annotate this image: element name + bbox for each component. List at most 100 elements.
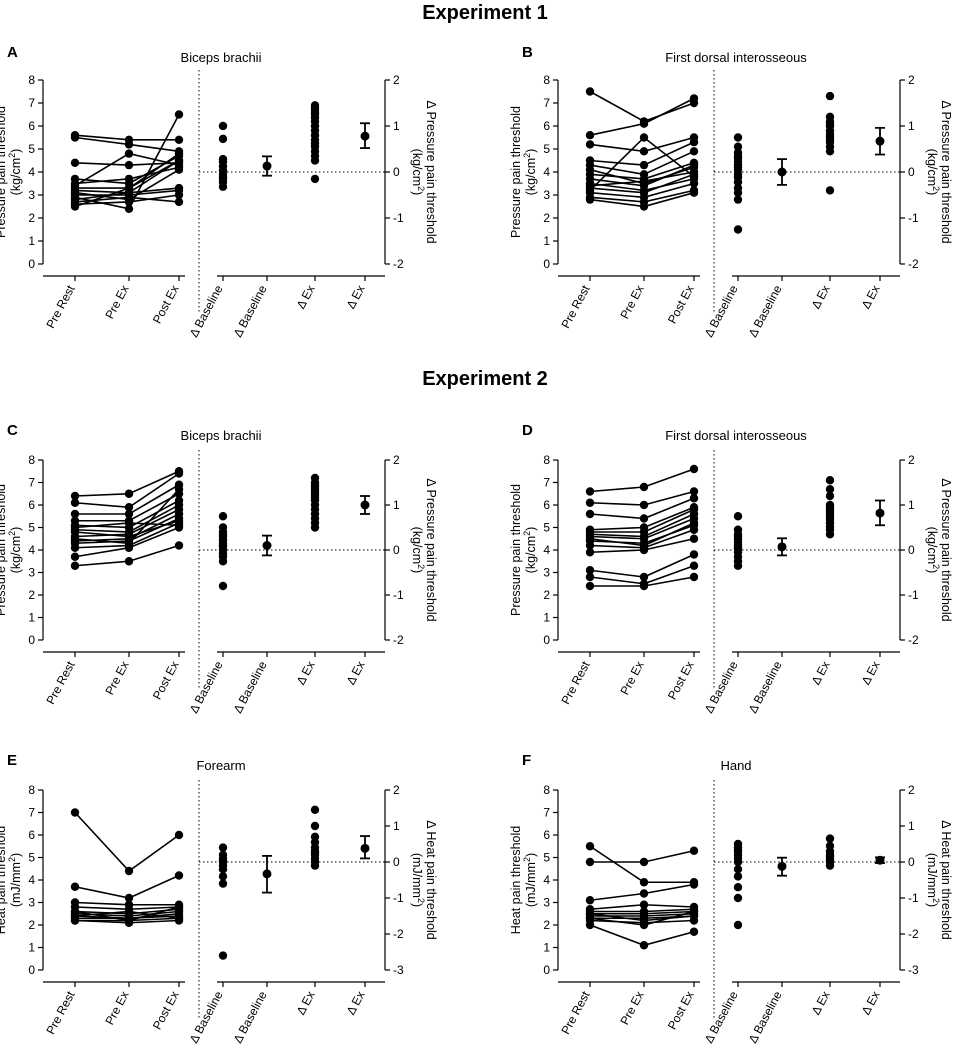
subject-point xyxy=(70,509,80,519)
subject-point xyxy=(585,498,595,507)
left-tick-label: 1 xyxy=(28,611,35,625)
left-tick-label: 8 xyxy=(28,73,35,87)
y-axis-title-right: Δ Pressure pain threshold xyxy=(939,100,953,243)
y-axis-title-left-unit: (mJ/mm2) xyxy=(7,853,23,907)
delta-ex-point xyxy=(310,156,320,165)
left-tick-label: 2 xyxy=(543,918,550,932)
delta-ex-mean-point xyxy=(360,131,370,141)
subject-point xyxy=(639,179,649,188)
right-tick-label: 0 xyxy=(393,165,400,179)
subject-point xyxy=(639,119,649,128)
left-tick-label: 1 xyxy=(28,941,35,955)
subject-point xyxy=(689,550,699,559)
delta-baseline-mean-point xyxy=(777,861,787,871)
subject-point xyxy=(585,548,595,557)
y-axis-title-right: Δ Pressure pain threshold xyxy=(424,100,438,243)
subject-point xyxy=(70,543,80,552)
right-tick-label: 2 xyxy=(393,453,400,467)
delta-ex-point xyxy=(825,147,835,156)
right-tick-label: 0 xyxy=(908,165,915,179)
y-axis-title-left: Heat pain threshold xyxy=(509,826,523,934)
x-tick-label: Post Ex xyxy=(150,283,182,326)
x-tick-label: Δ Baseline xyxy=(231,989,270,1046)
subject-point xyxy=(70,188,80,197)
delta-baseline-point xyxy=(733,142,743,151)
x-tick-label: Δ Baseline xyxy=(746,659,785,716)
subject-point xyxy=(70,133,80,142)
subject-point xyxy=(124,532,134,541)
subject-point xyxy=(639,541,649,550)
subject-point xyxy=(585,534,595,543)
x-tick-label: Pre Ex xyxy=(102,283,131,321)
left-tick-label: 8 xyxy=(28,453,35,467)
panel-title: Hand xyxy=(720,758,751,773)
x-tick-label: Δ Ex xyxy=(294,989,318,1017)
x-tick-label: Δ Ex xyxy=(344,989,368,1017)
left-tick-label: 7 xyxy=(543,96,550,110)
x-tick-label: Δ Baseline xyxy=(187,283,226,340)
delta-ex-point xyxy=(825,485,835,494)
delta-baseline-mean-point xyxy=(262,869,272,879)
subject-point xyxy=(639,482,649,492)
delta-baseline-point xyxy=(733,133,743,142)
left-tick-label: 6 xyxy=(28,498,35,512)
delta-baseline-point xyxy=(218,121,228,131)
subject-point xyxy=(124,893,134,903)
left-tick-label: 8 xyxy=(543,73,550,87)
left-tick-label: 1 xyxy=(543,234,550,248)
delta-baseline-point xyxy=(733,151,743,161)
delta-baseline-point xyxy=(218,879,228,888)
experiment-1-title: Experiment 1 xyxy=(422,2,548,24)
left-tick-label: 7 xyxy=(28,806,35,820)
left-tick-label: 3 xyxy=(28,566,35,580)
subject-point xyxy=(639,857,649,867)
subject-point xyxy=(174,485,184,494)
experiment-2-title: Experiment 2 xyxy=(422,368,548,390)
panel-title: First dorsal interosseous xyxy=(665,50,807,65)
subject-point xyxy=(689,172,699,181)
delta-ex-point xyxy=(825,530,835,539)
right-tick-label: 1 xyxy=(908,498,915,512)
delta-baseline-point xyxy=(733,188,743,197)
left-tick-label: 4 xyxy=(28,543,35,557)
delta-baseline-point xyxy=(218,174,228,184)
delta-baseline-point xyxy=(733,920,743,930)
subject-point xyxy=(639,900,649,909)
left-tick-label: 3 xyxy=(543,896,550,910)
subject-point xyxy=(689,880,699,889)
delta-ex-point xyxy=(825,186,835,195)
panel-f: F Hand 0 1 2 3 4 5 6 7 8 -3 -2 -1 0 1 2 Pre Rest Pre Ex Pos… xyxy=(509,752,953,1045)
delta-ex-point xyxy=(310,861,320,870)
right-tick-label: 0 xyxy=(908,543,915,557)
left-tick-label: 2 xyxy=(28,588,35,602)
y-axis-title-right-unit: (kg/cm2) xyxy=(410,149,426,196)
panel-c: C Biceps brachii 0 1 2 3 4 5 6 7 8 -2 -1 0 1 2 Pre Rest P… xyxy=(0,422,438,715)
panel-letter: C xyxy=(7,422,18,439)
x-tick-label: Pre Rest xyxy=(558,658,593,706)
subject-point xyxy=(689,907,699,916)
subject-point xyxy=(689,179,699,188)
subject-point xyxy=(585,541,595,550)
delta-ex-mean-point xyxy=(360,843,370,853)
x-tick-label: Post Ex xyxy=(150,989,182,1032)
subject-point xyxy=(639,514,649,523)
subject-point xyxy=(689,927,699,936)
right-tick-label: 1 xyxy=(393,819,400,833)
left-tick-label: 7 xyxy=(543,476,550,490)
right-tick-label: -1 xyxy=(908,211,919,225)
right-tick-label: -2 xyxy=(908,257,919,271)
delta-baseline-mean-point xyxy=(262,161,272,171)
y-axis-title-left: Pressure pain threshold xyxy=(509,106,523,238)
x-tick-label: Δ Baseline xyxy=(702,283,741,340)
subject-point xyxy=(124,509,134,519)
subject-point xyxy=(70,158,80,167)
x-tick-label: Δ Ex xyxy=(859,283,883,311)
delta-baseline-point xyxy=(733,845,743,854)
right-tick-label: -3 xyxy=(908,963,919,977)
delta-baseline-point xyxy=(218,872,228,881)
right-tick-label: 1 xyxy=(908,119,915,133)
left-tick-label: 0 xyxy=(543,963,550,977)
delta-ex-point xyxy=(825,491,835,501)
subject-point xyxy=(689,464,699,474)
